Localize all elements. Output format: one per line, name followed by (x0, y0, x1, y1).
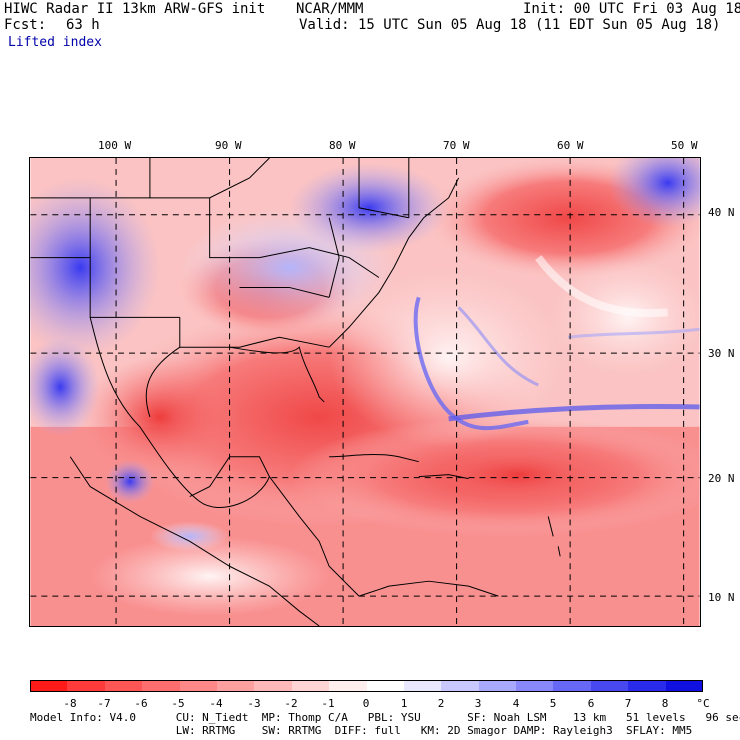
colorbar-label: 3 (474, 697, 482, 710)
lon-label: 70 W (443, 139, 470, 152)
colorbar-label: 8 (661, 697, 669, 710)
lat-label: 20 N (708, 472, 735, 485)
stable-plains (30, 177, 160, 358)
forecast-label: Fcst: (4, 17, 47, 33)
lon-label: 60 W (557, 139, 584, 152)
colorbar-unit: °C (696, 697, 710, 710)
colorbar-label: -1 (321, 697, 335, 710)
colorbar-swatch (104, 680, 143, 692)
lon-label: 100 W (98, 139, 132, 152)
stable-streak (448, 403, 700, 422)
colorbar-outline (30, 680, 703, 692)
colorbar-swatch (665, 680, 704, 692)
colorbar-swatch (291, 680, 330, 692)
valid-time: Valid: 15 UTC Sun 05 Aug 18 (11 EDT Sun … (299, 17, 721, 33)
stable-pacific (90, 536, 330, 617)
colorbar-swatch (441, 680, 480, 692)
lifted-index-map (29, 157, 701, 627)
stable-northeast (289, 162, 449, 253)
gulf-west-max (80, 357, 240, 477)
colorbar-label: -2 (284, 697, 298, 710)
init-time: Init: 00 UTC Fri 03 Aug 18 (523, 1, 740, 17)
colorbar-label: -7 (97, 697, 111, 710)
colorbar-label: -5 (171, 697, 185, 710)
stable-streak (457, 306, 539, 387)
colorbar-label: 6 (587, 697, 595, 710)
stable-mexico-highlands (105, 459, 155, 504)
stable-atlantic (329, 267, 569, 447)
colorbar-swatch (179, 680, 218, 692)
lat-label: 30 N (708, 347, 735, 360)
colorbar-swatch (67, 680, 106, 692)
lat-label: 40 N (708, 206, 735, 219)
colorbar-label: -3 (247, 697, 261, 710)
lat-label: 10 N (708, 591, 735, 604)
model-title: HIWC Radar II 13km ARW-GFS init (4, 1, 266, 17)
org-label: NCAR/MMM (296, 1, 364, 17)
colorbar-label: 2 (437, 697, 445, 710)
field-name: Lifted index (8, 35, 102, 50)
colorbar-label: 5 (549, 697, 557, 710)
stable-nw-atlantic (607, 158, 700, 228)
colorbar-label: -4 (209, 697, 223, 710)
colorbar-swatch (403, 680, 442, 692)
model-info-line1: Model Info: V4.0 CU: N_Tiedt MP: Thomp C… (30, 711, 740, 724)
colorbar-swatch (329, 680, 367, 692)
colorbar-label: -8 (63, 697, 77, 710)
colorbar-label: -6 (134, 697, 148, 710)
stable-atlantic-east (548, 257, 700, 378)
colorbar-swatch (553, 680, 592, 692)
colorbar-swatch (366, 680, 405, 692)
instability-max (438, 449, 599, 500)
colorbar-swatch (254, 680, 293, 692)
colorbar-swatch (590, 680, 629, 692)
colorbar-swatch (30, 680, 68, 692)
colorbar-swatch (216, 680, 255, 692)
model-info-line2: LW: RRTMG SW: RRTMG DIFF: full KM: 2D Sm… (30, 724, 693, 737)
stable-streak (413, 296, 529, 431)
colorbar-swatch (628, 680, 667, 692)
lon-label: 90 W (215, 139, 242, 152)
forecast-hour: 63 h (66, 17, 100, 33)
colorbar-label: 1 (400, 697, 408, 710)
lon-label: 80 W (329, 139, 356, 152)
colorbar-label: 7 (624, 697, 632, 710)
colorbar-label: 0 (362, 697, 370, 710)
stable-streak (567, 327, 700, 339)
stable-mexico-plateau (30, 337, 101, 437)
stable-streak (535, 255, 669, 318)
colorbar-swatch (516, 680, 554, 692)
colorbar-swatch (478, 680, 517, 692)
colorbar-swatch (142, 680, 181, 692)
graticule (30, 158, 700, 626)
colorbar-label: 4 (512, 697, 520, 710)
lon-label: 50 W (671, 139, 698, 152)
stable-central-america (149, 521, 230, 552)
